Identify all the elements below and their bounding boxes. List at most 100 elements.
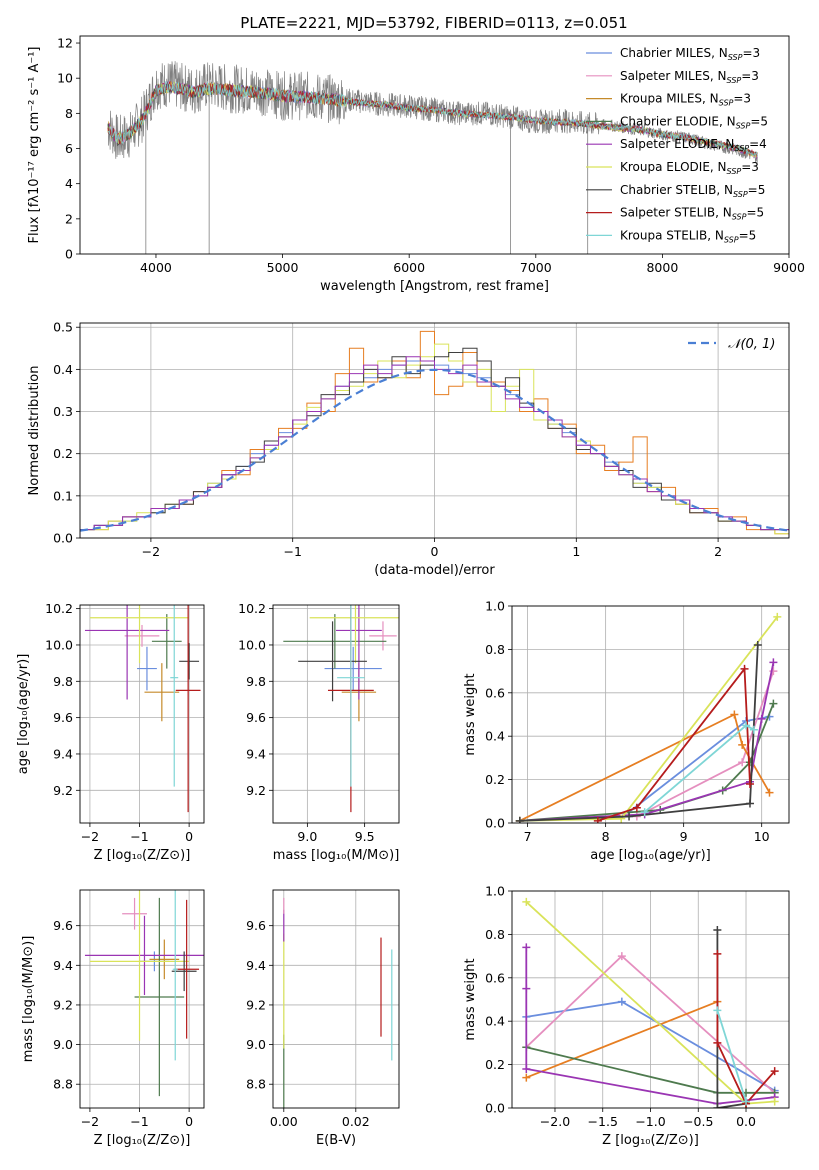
x-tick-label: −1.5	[588, 1114, 618, 1129]
x-tick-label: 5000	[267, 260, 299, 275]
legend-subscript: SSP	[733, 190, 748, 199]
mass-weight-marker	[522, 984, 531, 993]
legend-tail: =3	[741, 69, 759, 83]
x-tick-label: 4000	[140, 260, 172, 275]
x-tick-label: −2	[81, 1114, 99, 1129]
x-tick-label: 0	[431, 544, 439, 559]
y-tick-label: 8.8	[53, 1077, 73, 1092]
legend-text: Chabrier ELODIE, N	[620, 114, 736, 128]
axes-frame	[79, 604, 205, 824]
y-axis-label: mass weight	[463, 958, 478, 1040]
gaussian-legend-label: 𝒩(0, 1)	[728, 337, 775, 352]
y-tick-label: 9.8	[53, 674, 73, 689]
mass-weight-marker	[765, 788, 774, 797]
legend-tail: =5	[748, 183, 766, 197]
spectrum-legend: Chabrier MILES, NSSP=3 Salpeter MILES, NS…	[586, 46, 768, 244]
mass-weight-line	[519, 616, 779, 822]
mass-weight-marker	[515, 816, 524, 823]
x-axis-label: (data-model)/error	[374, 563, 495, 578]
y-tick-label: 9.2	[246, 997, 266, 1012]
legend-text: Chabrier STELIB, N	[620, 183, 733, 197]
x-tick-label: 8	[602, 829, 610, 844]
x-axis-label: age [log₁₀(age/yr)]	[590, 848, 711, 863]
y-tick-label: 0.2	[485, 1057, 505, 1072]
y-tick-label: 9.6	[53, 710, 73, 725]
y-tick-label: 10.0	[238, 637, 266, 652]
mass-weight-marker	[730, 710, 739, 719]
y-tick-label: 0.4	[485, 729, 505, 744]
y-tick-label: 9.4	[53, 746, 73, 761]
x-axis-label: Z [log₁₀(Z/Z⊙)]	[94, 848, 191, 863]
y-tick-label: 0.8	[485, 642, 505, 657]
y-tick-label: 10.0	[45, 637, 73, 652]
spectrum-data-line	[107, 61, 758, 163]
y-tick-label: 0.0	[485, 1101, 505, 1116]
legend-subscript: SSP	[728, 53, 743, 62]
mass-weight-marker	[713, 1104, 722, 1108]
y-tick-label: 1.0	[485, 884, 505, 899]
mass-weight-Z-panel-plot-area	[522, 897, 779, 1108]
legend-entry: Chabrier MILES, NSSP=3	[620, 46, 760, 62]
legend-subscript: SSP	[727, 76, 742, 85]
mass-weight-line	[716, 953, 776, 1106]
y-tick-label: 0.2	[53, 446, 73, 461]
y-tick-label: 0.6	[485, 970, 505, 985]
y-tick-label: 10.2	[238, 601, 266, 616]
mass-weight-age-panel-plot-area	[515, 612, 782, 823]
legend-text: Kroupa ELODIE, N	[620, 160, 727, 174]
mass-weight-age-panel: 7 8 9 10 0.0 0.2 0.4 0.6 0.8 1.0 age [log₁₀(age/yr…	[463, 599, 790, 863]
x-tick-label: 8000	[646, 260, 678, 275]
spectrum-panel: 4000 5000 6000 7000 8000 9000 0 2 4 6 8 10 12 wavelen…	[27, 36, 805, 294]
mass-weight-marker	[745, 779, 754, 788]
x-axis-label: mass [log₁₀(M/M⊙)]	[273, 848, 400, 863]
legend-entry: Salpeter STELIB, NSSP=5	[620, 206, 764, 222]
mass-weight-marker	[640, 808, 649, 817]
legend-tail: =3	[741, 160, 759, 174]
age-vs-Z-panel-plot-area	[84, 605, 201, 813]
mass-weight-marker	[713, 949, 722, 958]
y-tick-label: 8.8	[246, 1077, 266, 1092]
legend-entry: Chabrier STELIB, NSSP=5	[620, 183, 765, 199]
x-tick-label: 0.02	[342, 1114, 370, 1129]
mass-weight-marker	[738, 758, 747, 767]
legend-tail: =5	[746, 206, 764, 220]
legend-subscript: SSP	[734, 144, 749, 153]
axes-frame	[272, 889, 400, 1109]
y-tick-label: 0.0	[53, 531, 73, 546]
age-vs-mass-panel-plot-area	[283, 605, 399, 813]
y-tick-label: 0.2	[485, 772, 505, 787]
legend-text: Salpeter ELODIE, N	[620, 137, 734, 151]
x-tick-label: 9000	[773, 260, 805, 275]
x-axis-label: wavelength [Angstrom, rest frame]	[320, 279, 549, 294]
mass-weight-marker	[713, 1038, 722, 1047]
legend-entry: Chabrier ELODIE, NSSP=5	[620, 114, 768, 130]
x-tick-label: 9	[680, 829, 688, 844]
y-tick-label: 9.2	[53, 997, 73, 1012]
y-tick-label: 9.6	[53, 918, 73, 933]
x-tick-label: −1.0	[635, 1114, 665, 1129]
legend-text: Kroupa MILES, N	[620, 92, 719, 106]
mass-weight-marker	[522, 1064, 531, 1073]
mass-weight-marker	[713, 926, 722, 935]
x-tick-label: −0.5	[683, 1114, 713, 1129]
mass-weight-marker	[713, 1006, 722, 1015]
legend-subscript: SSP	[736, 121, 751, 130]
legend-entry: Salpeter MILES, NSSP=3	[620, 69, 759, 85]
mass-weight-line	[519, 662, 775, 822]
mass-weight-marker	[522, 897, 531, 906]
x-axis-label: Z [log₁₀(Z/Z⊙)]	[602, 1133, 699, 1148]
y-tick-label: 9.6	[246, 710, 266, 725]
mass-weight-marker	[522, 943, 531, 952]
x-tick-label: −2.0	[540, 1114, 570, 1129]
mass-weight-marker	[770, 1097, 779, 1106]
y-tick-label: 1.0	[485, 599, 505, 614]
y-tick-label: 9.0	[246, 1037, 266, 1052]
y-axis-label: age [log₁₀(age/yr)]	[16, 654, 31, 775]
legend-tail: =5	[739, 228, 757, 242]
legend-subscript: SSP	[724, 235, 739, 244]
y-tick-label: 0	[65, 247, 73, 262]
y-tick-label: 6	[65, 141, 73, 156]
y-tick-label: 0.8	[485, 927, 505, 942]
residual-panel: −2 −1 0 1 2 0.0 0.1 0.2 0.3 0.4 0.5 (data-model)/er…	[27, 320, 790, 578]
x-tick-label: −1	[283, 544, 301, 559]
